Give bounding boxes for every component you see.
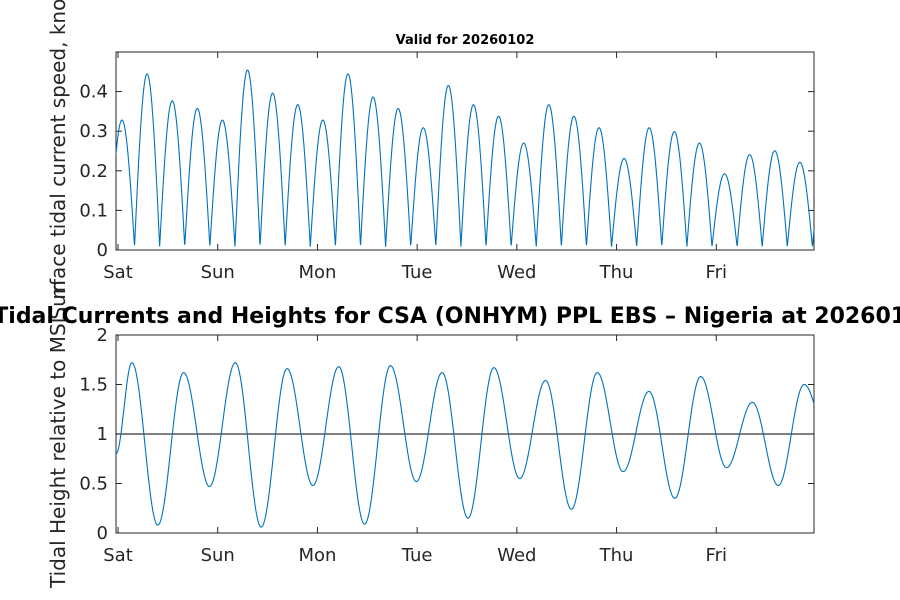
tidal-height-xtick-label: Mon [298, 545, 336, 566]
current-speed-series-line [115, 69, 815, 247]
current-speed-xtick-label: Wed [497, 262, 536, 283]
current-speed-ytick-label: 0.1 [79, 200, 108, 221]
current-speed-xtick-label: Tue [401, 262, 433, 283]
current-speed-xtick-label: Thu [599, 262, 634, 283]
current-speed-ytick-label: 0.3 [79, 121, 108, 142]
tidal-height-ytick-label: 1 [97, 424, 108, 445]
tidal-height-ytick-label: 0.5 [79, 474, 108, 495]
tidal-height-xtick-label: Sun [201, 545, 235, 566]
current-speed-ytick-label: 0.4 [79, 82, 108, 103]
current-speed-title: Valid for 20260102 [396, 33, 535, 48]
tidal-height-axes: 0 0.5 1 1.5 2 Sat Sun Mon Tue Wed Thu Fri [79, 325, 814, 566]
current-speed-xtick-label: Mon [298, 262, 336, 283]
current-speed-axes: 0 0.1 0.2 0.3 0.4 Sat Sun Mon Tue Wed Thu Fri [79, 52, 814, 283]
tidal-height-title: Tidal Currents and Heights for CSA (ONHY… [0, 304, 900, 329]
current-speed-xtick-label: Fri [706, 262, 727, 283]
current-speed-ytick-label: 0 [97, 240, 108, 261]
tidal-height-xtick-label: Sat [103, 545, 133, 566]
tidal-height-ytick-label: 2 [97, 325, 108, 346]
tidal-height-xtick-label: Thu [599, 545, 634, 566]
tidal-height-ytick-label: 0 [97, 523, 108, 544]
current-speed-xtick-label: Sun [201, 262, 235, 283]
current-speed-plot-area [115, 51, 815, 251]
tidal-height-ylabel: Tidal Height relative to MSL, m [46, 280, 70, 589]
current-speed-chart: 0 0.1 0.2 0.3 0.4 Sat Sun Mon Tue Wed Thu Fri Valid… [79, 33, 815, 283]
tidal-height-xtick-label: Tue [401, 545, 433, 566]
tidal-height-chart: 0 0.5 1 1.5 2 Sat Sun Mon Tue Wed Thu Fri [79, 325, 815, 566]
current-speed-ylabel: Surface tidal current speed, knots [46, 0, 70, 320]
tidal-height-ytick-label: 1.5 [79, 375, 108, 396]
tidal-height-xtick-label: Wed [497, 545, 536, 566]
tidal-height-series-line [115, 362, 815, 528]
tidal-height-xtick-label: Fri [706, 545, 727, 566]
current-speed-ytick-label: 0.2 [79, 161, 108, 182]
current-speed-xtick-label: Sat [103, 262, 133, 283]
